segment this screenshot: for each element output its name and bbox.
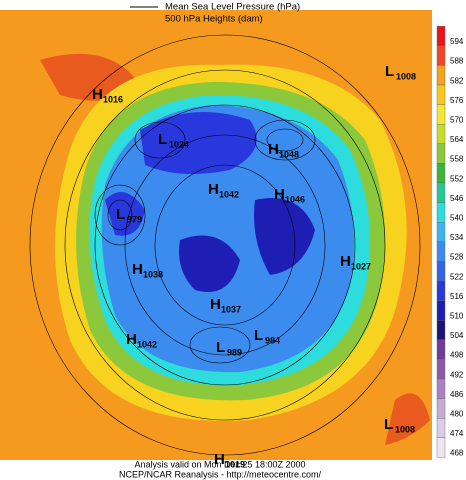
center-value: 1042 [137,339,157,349]
deep-blue-zone [140,112,257,174]
colorbar-label: 594 [450,37,464,46]
footer-text: NCEP/NCAR Reanalysis - http://meteocentr… [119,469,322,479]
colorbar-cell [436,241,446,262]
center-value: 1016 [103,94,123,104]
colorbar-label: 558 [450,155,464,164]
legend-text: Mean Sea Level Pressure (hPa) [165,2,300,13]
center-kind: H [126,331,137,348]
center-value: 1008 [396,71,416,81]
colorbar-cell [436,104,446,125]
colorbar-label: 504 [450,331,464,340]
center-value: 1037 [221,304,241,314]
center-kind: L [384,416,393,433]
colorbar-cell [436,221,446,242]
center-kind: H [210,296,221,313]
center-kind: L [385,63,394,80]
center-value: 989 [227,347,242,357]
colorbar-cell [436,300,446,321]
map [0,10,432,460]
footer-text: Analysis valid on Mon Dec 25 18:00Z 2000 [134,459,305,469]
center-value: 1046 [285,194,305,204]
colorbar-label: 468 [450,449,464,458]
colorbar-cell [436,280,446,301]
colorbar-cell [436,123,446,144]
center-value: 1048 [279,149,299,159]
colorbar-cell [436,163,446,184]
colorbar-cell [436,359,446,380]
colorbar-label: 582 [450,76,464,85]
center-kind: H [92,86,103,103]
colorbar-label: 552 [450,174,464,183]
colorbar-cell [436,437,446,458]
colorbar-label: 564 [450,135,464,144]
colorbar-label: 492 [450,370,464,379]
colorbar-label: 480 [450,410,464,419]
colorbar-label: 474 [450,429,464,438]
colorbar-label: 546 [450,194,464,203]
colorbar-label: 570 [450,116,464,125]
center-kind: L [254,327,263,344]
colorbar-cell [436,202,446,223]
blue-zone [101,105,355,373]
colorbar-label: 522 [450,272,464,281]
colorbar-label: 588 [450,57,464,66]
colorbar-cell [436,65,446,86]
colorbar-cell [436,84,446,105]
legend-text: 500 hPa Heights (dam) [165,14,263,25]
deep-blue-zone [105,192,145,236]
center-kind: L [158,131,167,148]
colorbar-label: 534 [450,233,464,242]
center-value: 1038 [143,269,163,279]
center-value: 1042 [219,189,239,199]
center-value: 1027 [351,261,371,271]
center-value: 979 [127,214,142,224]
center-kind: H [340,253,351,270]
center-kind: L [216,339,225,356]
colorbar-label: 528 [450,253,464,262]
colorbar-cell [436,378,446,399]
center-value: 1008 [395,424,415,434]
colorbar: 594 588 582 576 570 564 558 552 546 540 534 528 522 5… [436,26,464,458]
colorbar-label: 510 [450,312,464,321]
colorbar-cell [436,339,446,360]
contours [29,34,421,456]
center-kind: H [214,451,225,468]
colorbar-label: 516 [450,292,464,301]
colorbar-cell [436,320,446,341]
center-kind: H [132,261,143,278]
center-value: 1024 [169,139,189,149]
colorbar-cell [436,398,446,419]
colorbar-label: 540 [450,214,464,223]
colorbar-label: 576 [450,96,464,105]
deep-blue-zone [179,235,240,292]
colorbar-cell [436,182,446,203]
center-value: 984 [265,335,280,345]
colorbar-cell [436,418,446,439]
deep-blue-zone [254,198,315,275]
center-value: 1019 [225,459,245,469]
colorbar-cell [436,261,446,282]
colorbar-label: 498 [450,351,464,360]
center-kind: H [268,141,279,158]
colorbar-label: 486 [450,390,464,399]
center-kind: H [208,181,219,198]
warm-region [385,393,430,445]
colorbar-cell [436,26,446,47]
colorbar-cell [436,143,446,164]
center-kind: L [116,206,125,223]
center-kind: H [274,186,285,203]
colorbar-cell [436,45,446,66]
